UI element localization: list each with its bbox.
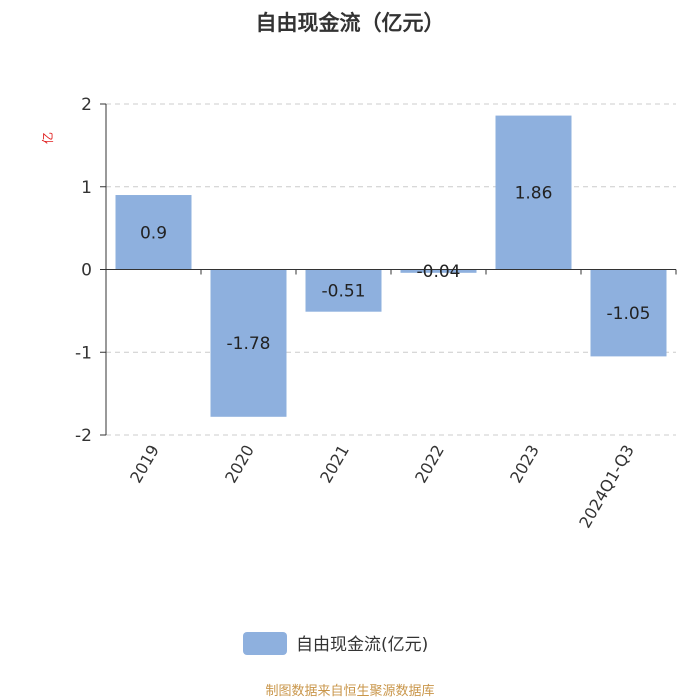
data-label: -0.51 xyxy=(322,282,366,302)
bar[interactable] xyxy=(590,269,667,357)
bar[interactable] xyxy=(115,195,192,270)
source-note: 制图数据来自恒生聚源数据库 xyxy=(265,683,434,699)
bar[interactable] xyxy=(400,269,477,273)
axes: -2 -1 0 1 2 2019 2020 2021 2022 2023 2024Q1-Q3 xyxy=(75,95,677,532)
legend-label: 自由现金流(亿元) xyxy=(296,635,428,655)
y-axis-unit: 亿 xyxy=(40,132,55,144)
bar[interactable] xyxy=(210,269,287,417)
data-label: -1.78 xyxy=(227,334,271,354)
x-tick-label: 2024Q1-Q3 xyxy=(575,442,638,532)
data-labels: 0.9 -1.78 -0.51 -0.04 1.86 -1.05 xyxy=(140,184,651,355)
legend-swatch xyxy=(243,632,287,655)
bar[interactable] xyxy=(305,269,382,312)
y-tick-label: 2 xyxy=(81,95,92,115)
x-tick-label: 2023 xyxy=(506,442,543,487)
data-label: -1.05 xyxy=(607,304,651,324)
y-tick-label: 0 xyxy=(81,261,92,281)
legend[interactable]: 自由现金流(亿元) xyxy=(243,632,428,655)
data-label: 0.9 xyxy=(140,223,167,243)
x-tick-label: 2022 xyxy=(411,442,448,487)
x-tick-label: 2020 xyxy=(221,442,258,487)
y-tick-label: -2 xyxy=(75,426,92,446)
data-label: 1.86 xyxy=(515,184,553,204)
data-label: -0.04 xyxy=(417,262,461,282)
x-tick-label: 2021 xyxy=(316,442,353,487)
y-tick-label: -1 xyxy=(75,343,92,363)
bar-series xyxy=(115,115,667,417)
y-tick-label: 1 xyxy=(81,178,92,198)
bar[interactable] xyxy=(495,115,572,270)
grid-lines xyxy=(106,103,676,436)
x-tick-label: 2019 xyxy=(126,442,163,487)
chart-title: 自由现金流（亿元） xyxy=(256,11,445,35)
